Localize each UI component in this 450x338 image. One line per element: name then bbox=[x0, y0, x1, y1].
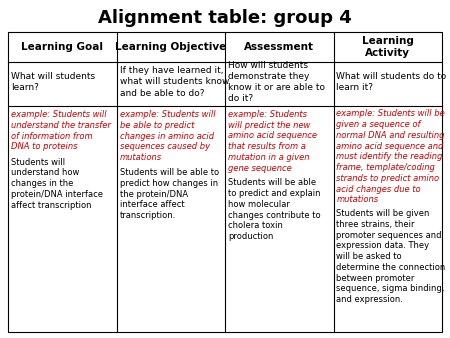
Text: How will students
demonstrate they
know it or are able to
do it?: How will students demonstrate they know … bbox=[228, 61, 325, 103]
Text: example: Students will
be able to predict
changes in amino acid
sequences caused: example: Students will be able to predic… bbox=[120, 110, 215, 162]
Text: Students will be able
to predict and explain
how molecular
changes contribute to: Students will be able to predict and exp… bbox=[228, 178, 320, 241]
Text: What will students
learn?: What will students learn? bbox=[11, 72, 95, 92]
Text: example: Students will
understand the transfer
of information from
DNA to protei: example: Students will understand the tr… bbox=[11, 110, 111, 151]
Text: Learning Goal: Learning Goal bbox=[21, 42, 103, 52]
Text: Alignment table: group 4: Alignment table: group 4 bbox=[98, 9, 352, 27]
Text: If they have learned it,
what will students know
and be able to do?: If they have learned it, what will stude… bbox=[120, 66, 229, 98]
Text: What will students do to
learn it?: What will students do to learn it? bbox=[337, 72, 447, 92]
Text: Students will
understand how
changes in the
protein/DNA interface
affect transcr: Students will understand how changes in … bbox=[11, 158, 103, 210]
Bar bbox=[8, 32, 442, 332]
Text: example: Students
will predict the new
amino acid sequence
that results from a
m: example: Students will predict the new a… bbox=[228, 110, 317, 173]
Text: Learning
Activity: Learning Activity bbox=[362, 36, 414, 58]
Text: Students will be able to
predict how changes in
the protein/DNA
interface affect: Students will be able to predict how cha… bbox=[120, 168, 219, 220]
Text: example: Students will be
given a sequence of
normal DNA and resulting
amino aci: example: Students will be given a sequen… bbox=[337, 110, 445, 204]
Text: Assessment: Assessment bbox=[244, 42, 314, 52]
Text: Learning Objective: Learning Objective bbox=[115, 42, 226, 52]
Text: Students will be given
three strains, their
promoter sequences and
expression da: Students will be given three strains, th… bbox=[337, 209, 446, 304]
